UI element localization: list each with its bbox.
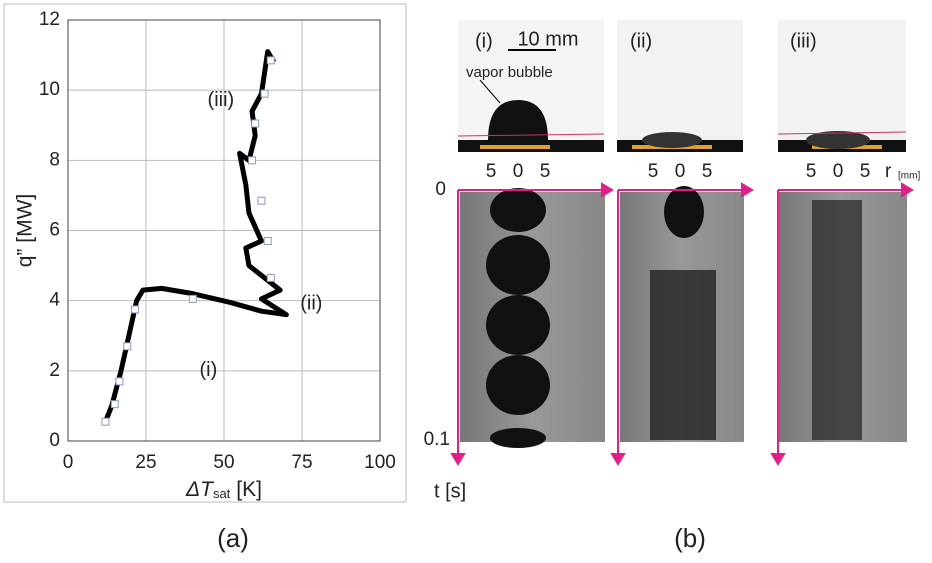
panel-label: (a) — [217, 523, 249, 553]
bubble-label: vapor bubble — [466, 64, 553, 81]
marker — [261, 90, 268, 97]
boiling-curve — [105, 52, 286, 422]
x-tick-label: 75 — [291, 452, 312, 473]
y-axis-label: q” [MW] — [14, 194, 37, 268]
marker — [264, 238, 271, 245]
scale-bar-label: 10 mm — [517, 28, 578, 50]
annotation: (ii) — [300, 292, 322, 314]
marker — [249, 157, 256, 164]
annotation: (iii) — [208, 89, 235, 111]
panel-frame — [4, 4, 406, 502]
r-unit: [mm] — [898, 171, 920, 182]
figure: 0255075100024681012q” [MW]ΔTsat[K](i)(ii… — [0, 0, 932, 558]
r-tick: 5 — [486, 161, 497, 182]
x-axis-label-part: ΔT — [185, 478, 215, 501]
y-tick-label: 8 — [49, 149, 60, 170]
x-tick-label: 100 — [364, 452, 396, 473]
y-tick-label: 4 — [49, 290, 60, 311]
x-axis-label-part: sat — [213, 486, 231, 501]
r-tick: 5 — [702, 161, 713, 182]
t-tick: 0.1 — [424, 429, 450, 450]
panel-title: (iii) — [790, 30, 817, 52]
y-tick-label: 6 — [49, 220, 60, 241]
t-tick: 0 — [435, 179, 446, 200]
r-tick: 5 — [806, 161, 817, 182]
marker — [258, 197, 265, 204]
t-label: t [s] — [434, 480, 466, 502]
y-tick-label: 10 — [39, 79, 60, 100]
x-axis-label-part: [K] — [236, 478, 262, 501]
marker — [267, 274, 274, 281]
r-tick: 0 — [513, 161, 524, 182]
x-axis-label: ΔTsat [K] — [185, 478, 262, 502]
marker — [189, 295, 196, 302]
marker — [124, 343, 131, 350]
marker — [116, 378, 123, 385]
panel-title: (ii) — [630, 30, 652, 52]
annotation: (i) — [200, 359, 218, 381]
r-tick: 5 — [648, 161, 659, 182]
marker — [132, 306, 139, 313]
x-tick-label: 0 — [63, 452, 74, 473]
r-tick: 5 — [540, 161, 551, 182]
r-tick: 0 — [675, 161, 686, 182]
r-tick: 5 — [860, 161, 871, 182]
x-tick-label: 50 — [213, 452, 234, 473]
y-tick-label: 12 — [39, 9, 60, 30]
r-tick: 0 — [833, 161, 844, 182]
x-tick-label: 25 — [135, 452, 156, 473]
marker — [111, 401, 118, 408]
panel-label: (b) — [674, 523, 706, 553]
marker — [252, 120, 259, 127]
panel-title: (i) — [475, 30, 493, 52]
r-label: r — [885, 161, 892, 182]
y-tick-label: 2 — [49, 360, 60, 381]
marker — [267, 57, 274, 64]
marker — [102, 418, 109, 425]
y-tick-label: 0 — [49, 430, 60, 451]
photo-bottom — [460, 186, 907, 448]
